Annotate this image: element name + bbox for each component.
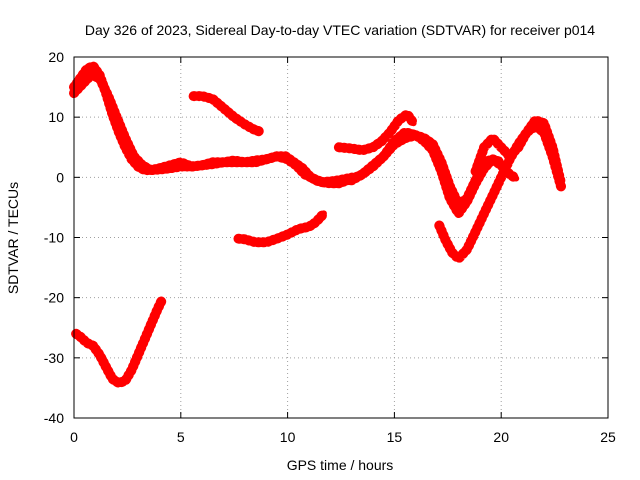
- chart-title: Day 326 of 2023, Sidereal Day-to-day VTE…: [85, 22, 595, 38]
- series-markers-arc-low-1: [239, 213, 324, 242]
- y-tick-label: -40: [44, 410, 64, 426]
- x-tick-label: 25: [600, 429, 616, 445]
- sdtvar-chart: Day 326 of 2023, Sidereal Day-to-day VTE…: [0, 0, 640, 480]
- series-markers-arc-low-2: [76, 301, 162, 383]
- y-tick-label: -10: [44, 230, 64, 246]
- y-axis-label: SDTVAR / TECUs: [5, 182, 21, 294]
- x-tick-label: 20: [493, 429, 509, 445]
- x-tick-label: 0: [70, 429, 78, 445]
- y-tick-label: 20: [48, 49, 64, 65]
- x-tick-label: 5: [177, 429, 185, 445]
- x-axis-label: GPS time / hours: [287, 457, 394, 473]
- x-tick-labels: 0 5 10 15 20 25: [70, 429, 616, 445]
- y-tick-label: -30: [44, 350, 64, 366]
- data-series: [74, 66, 561, 383]
- grid: [74, 57, 608, 418]
- x-tick-label: 10: [280, 429, 296, 445]
- x-tick-label: 15: [387, 429, 403, 445]
- y-tick-labels: -40 -30 -20 -10 0 10 20: [44, 49, 64, 426]
- series-markers-arc-upper: [194, 96, 260, 132]
- y-tick-label: -20: [44, 290, 64, 306]
- y-tick-label: 10: [48, 109, 64, 125]
- y-tick-label: 0: [56, 169, 64, 185]
